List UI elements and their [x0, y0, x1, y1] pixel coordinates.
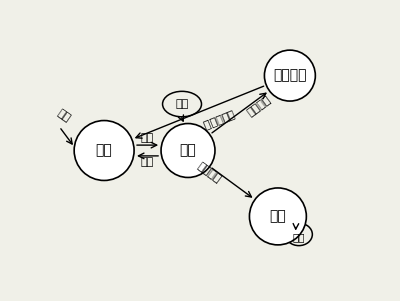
Circle shape	[250, 188, 306, 245]
Text: 注册: 注册	[141, 134, 154, 144]
Text: 事件: 事件	[270, 209, 286, 223]
Circle shape	[74, 120, 134, 181]
Circle shape	[264, 50, 315, 101]
Text: 配置: 配置	[141, 157, 154, 167]
Text: 事件: 事件	[293, 232, 305, 242]
Text: 配置后重启: 配置后重启	[200, 108, 235, 129]
Text: 上电: 上电	[55, 108, 72, 124]
Text: 注册: 注册	[96, 144, 112, 157]
Text: 配置消息: 配置消息	[245, 95, 273, 119]
Text: 操作维护: 操作维护	[273, 69, 307, 82]
Text: 心跳: 心跳	[180, 144, 196, 157]
Text: 事件发生: 事件发生	[196, 160, 223, 184]
Circle shape	[161, 123, 215, 178]
Text: 心跳: 心跳	[175, 99, 189, 109]
